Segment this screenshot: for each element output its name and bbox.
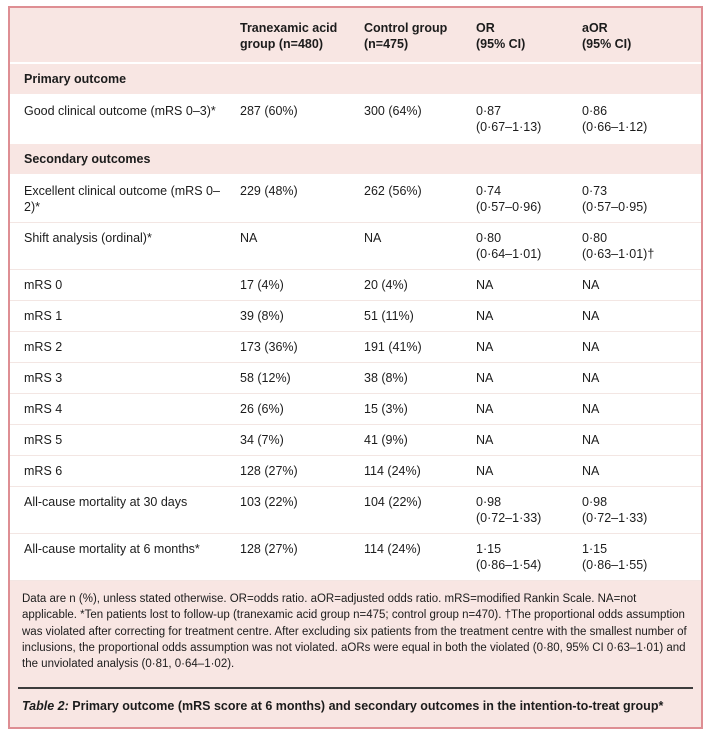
data-cell: NA [468,362,574,394]
data-cell: 1·15 (0·86–1·54) [468,533,574,581]
data-cell: 0·87 (0·67–1·13) [468,95,574,144]
caption-label: Table 2: [22,698,69,713]
data-cell: NA [574,393,701,425]
row-label: All-cause mortality at 6 months* [10,533,232,581]
data-cell: 1·15 (0·86–1·55) [574,533,701,581]
data-cell: NA [468,424,574,456]
table-row: Shift analysis (ordinal)* NA NA 0·80 (0·64–… [10,222,701,270]
column-header-or: OR (95% CI) [468,8,574,64]
data-cell: 262 (56%) [356,175,468,223]
data-cell: 20 (4%) [356,269,468,301]
data-cell: 15 (3%) [356,393,468,425]
data-cell: 34 (7%) [232,424,356,456]
table-row: mRS 5 34 (7%) 41 (9%) NA NA [10,424,701,456]
row-label: Good clinical outcome (mRS 0–3)* [10,95,232,144]
row-label: Shift analysis (ordinal)* [10,222,232,270]
data-cell: 191 (41%) [356,331,468,363]
column-header-control: Control group (n=475) [356,8,468,64]
data-cell: 26 (6%) [232,393,356,425]
data-cell: 287 (60%) [232,95,356,144]
row-label: mRS 6 [10,455,232,487]
table-row: Excellent clinical outcome (mRS 0–2)* 229… [10,175,701,223]
data-cell: NA [356,222,468,270]
caption-text: Primary outcome (mRS score at 6 months) … [68,698,664,713]
data-cell: NA [468,269,574,301]
data-cell: 41 (9%) [356,424,468,456]
data-cell: 114 (24%) [356,533,468,581]
data-cell: 103 (22%) [232,486,356,534]
data-cell: NA [468,331,574,363]
data-cell: NA [574,331,701,363]
table-row: All-cause mortality at 30 days 103 (22%) 1… [10,486,701,534]
row-label: All-cause mortality at 30 days [10,486,232,534]
row-label: mRS 4 [10,393,232,425]
journal-table-figure: Tranexamic acid group (n=480) Control gr… [8,6,703,729]
table-caption: Table 2: Primary outcome (mRS score at 6… [10,688,701,727]
data-cell: 39 (8%) [232,300,356,332]
data-cell: 0·98 (0·72–1·33) [468,486,574,534]
row-label: mRS 5 [10,424,232,456]
column-header-tranexamic: Tranexamic acid group (n=480) [232,8,356,64]
data-cell: 58 (12%) [232,362,356,394]
table-row: mRS 3 58 (12%) 38 (8%) NA NA [10,362,701,394]
data-cell: 128 (27%) [232,455,356,487]
data-cell: NA [574,362,701,394]
table-row: mRS 0 17 (4%) 20 (4%) NA NA [10,269,701,301]
row-label: mRS 0 [10,269,232,301]
row-label: mRS 2 [10,331,232,363]
data-cell: 0·86 (0·66–1·12) [574,95,701,144]
data-cell: 0·80 (0·64–1·01) [468,222,574,270]
data-cell: NA [574,300,701,332]
row-label: mRS 3 [10,362,232,394]
table-row: mRS 4 26 (6%) 15 (3%) NA NA [10,393,701,425]
column-header-empty [10,8,232,64]
table-row: mRS 6 128 (27%) 114 (24%) NA NA [10,455,701,487]
table-row: All-cause mortality at 6 months* 128 (27%… [10,533,701,581]
column-header-aor: aOR (95% CI) [574,8,701,64]
table-row: Good clinical outcome (mRS 0–3)* 287 (60%… [10,95,701,144]
section-label: Primary outcome [10,62,701,96]
data-cell: 0·98 (0·72–1·33) [574,486,701,534]
section-row: Primary outcome [10,62,701,96]
data-cell: 104 (22%) [356,486,468,534]
table-row: mRS 2 173 (36%) 191 (41%) NA NA [10,331,701,363]
row-label: mRS 1 [10,300,232,332]
data-cell: 17 (4%) [232,269,356,301]
data-cell: NA [468,393,574,425]
section-row: Secondary outcomes [10,142,701,176]
data-cell: NA [468,300,574,332]
data-cell: 114 (24%) [356,455,468,487]
data-cell: NA [468,455,574,487]
data-cell: NA [574,455,701,487]
row-label: Excellent clinical outcome (mRS 0–2)* [10,175,232,223]
data-cell: 173 (36%) [232,331,356,363]
data-cell: 300 (64%) [356,95,468,144]
data-cell: 0·80 (0·63–1·01)† [574,222,701,270]
data-cell: NA [574,269,701,301]
outcomes-table: Tranexamic acid group (n=480) Control gr… [10,8,701,581]
header-row: Tranexamic acid group (n=480) Control gr… [10,8,701,64]
caption-divider [18,686,693,689]
data-cell: 0·73 (0·57–0·95) [574,175,701,223]
data-cell: 51 (11%) [356,300,468,332]
data-cell: 0·74 (0·57–0·96) [468,175,574,223]
table-row: mRS 1 39 (8%) 51 (11%) NA NA [10,300,701,332]
data-cell: NA [232,222,356,270]
data-cell: NA [574,424,701,456]
table-body: Primary outcome Good clinical outcome (mR… [10,62,701,581]
data-cell: 128 (27%) [232,533,356,581]
table-footnote: Data are n (%), unless stated otherwise.… [10,581,701,681]
data-cell: 38 (8%) [356,362,468,394]
data-cell: 229 (48%) [232,175,356,223]
section-label: Secondary outcomes [10,142,701,176]
